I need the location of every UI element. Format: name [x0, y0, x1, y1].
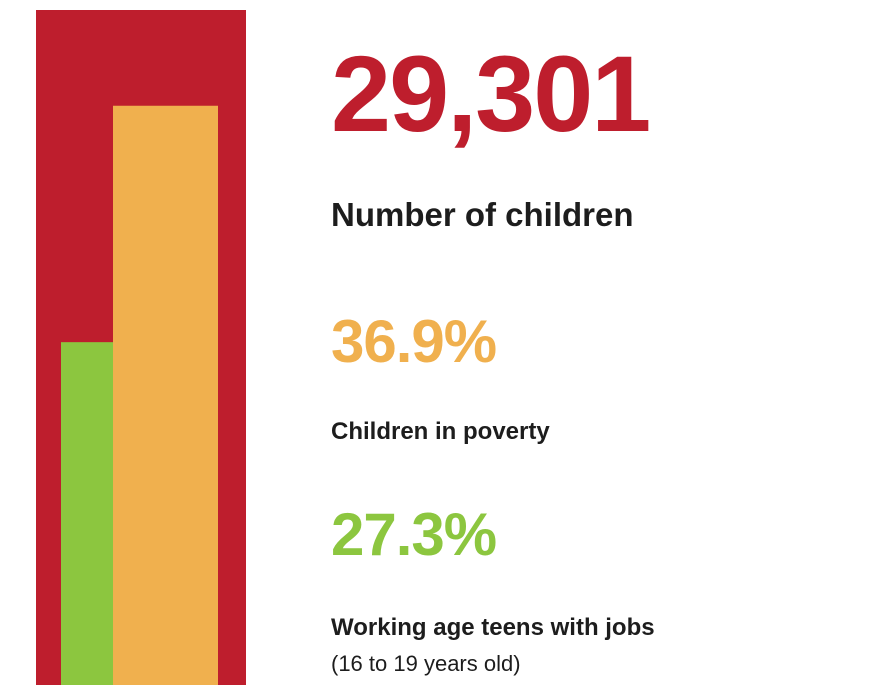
- teen-jobs-age-note: (16 to 19 years old): [331, 651, 521, 676]
- teen-jobs-rate-value: 27.3%: [331, 501, 497, 568]
- bar-jobs: [61, 342, 113, 685]
- bar-poverty: [113, 105, 218, 685]
- teen-jobs-rate-label: Working age teens with jobs: [331, 614, 655, 641]
- children-count-label: Number of children: [331, 196, 634, 233]
- children-count-value: 29,301: [331, 33, 651, 154]
- poverty-rate-value: 36.9%: [331, 308, 497, 375]
- poverty-rate-label: Children in poverty: [331, 418, 550, 445]
